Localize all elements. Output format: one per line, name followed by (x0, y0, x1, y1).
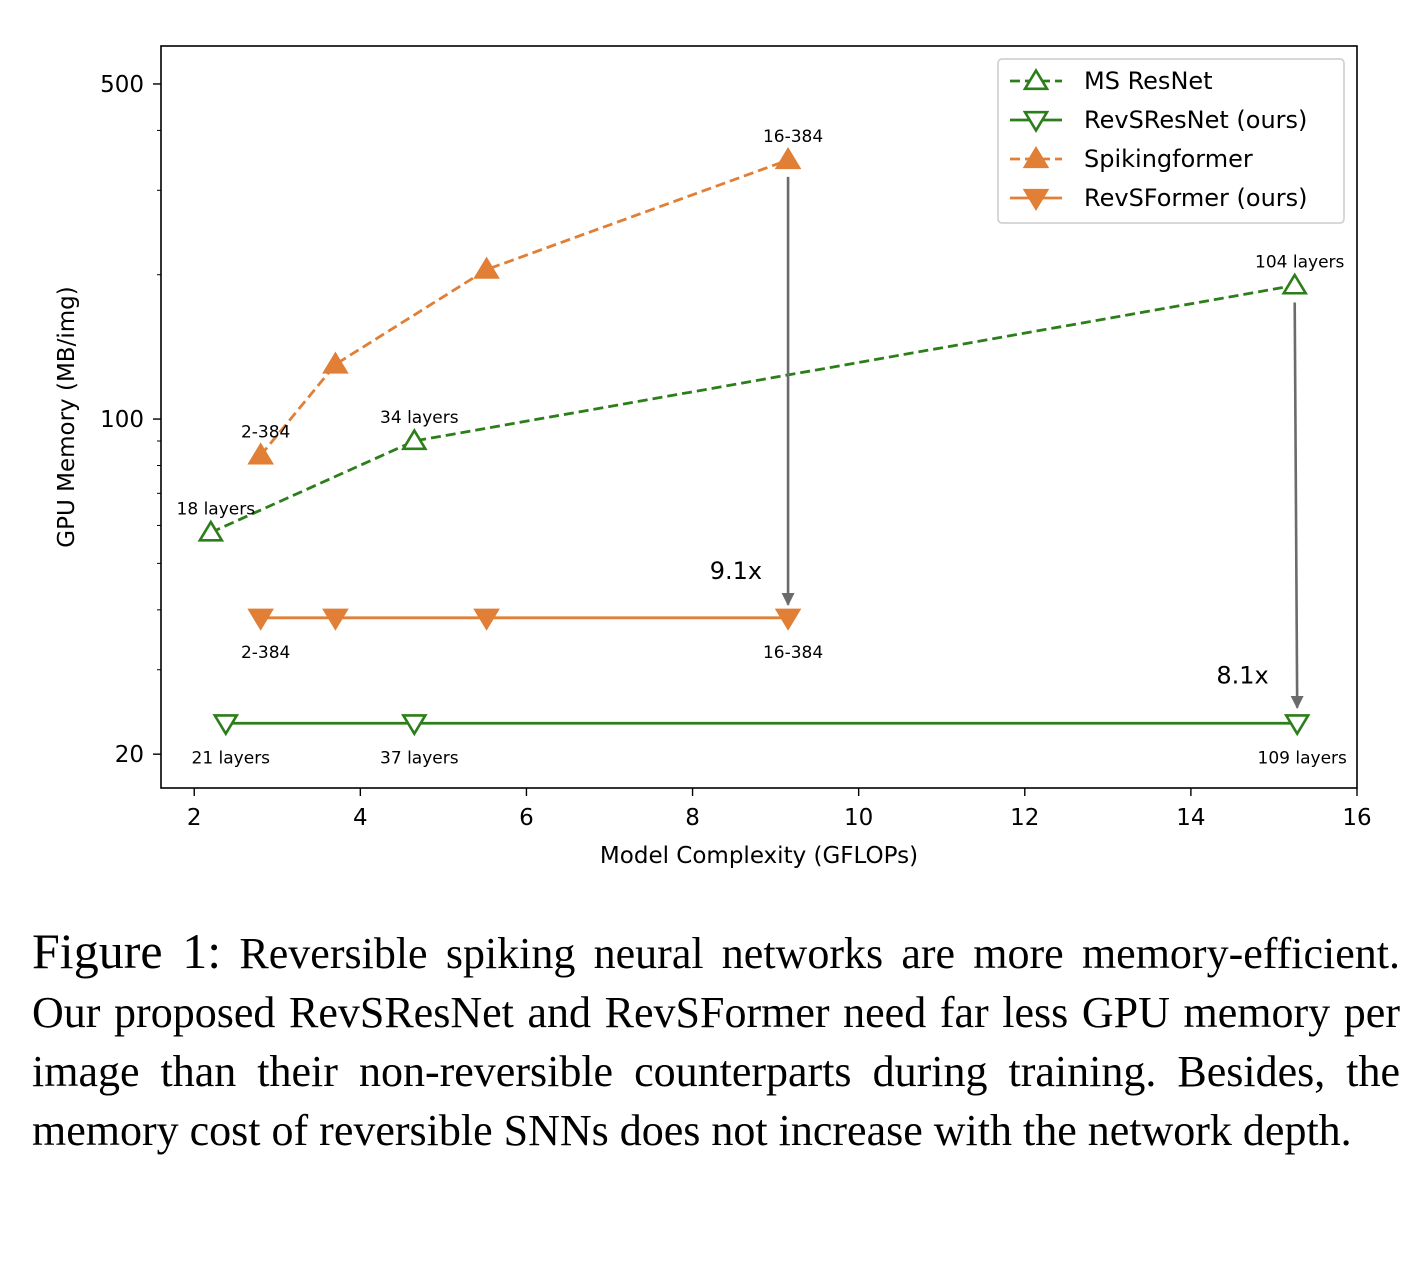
legend-item: MS ResNet (1010, 67, 1213, 95)
x-axis-label: Model Complexity (GFLOPs) (600, 843, 918, 869)
x-tick-label: 6 (519, 805, 534, 831)
series-line (210, 284, 1295, 534)
data-point (247, 608, 274, 631)
series-1 (212, 714, 1311, 737)
data-point (247, 442, 274, 465)
series-0 (197, 272, 1309, 542)
caption-text: Reversible spiking neural networks are m… (32, 929, 1400, 1155)
data-point (401, 714, 428, 737)
point-annotation: 16-384 (763, 643, 823, 663)
series-line (259, 158, 789, 457)
y-tick-label: 20 (115, 742, 144, 768)
data-point (1283, 714, 1311, 737)
point-annotation: 16-384 (763, 127, 823, 147)
point-annotation: 109 layers (1258, 748, 1348, 768)
legend-item: Spikingformer (1010, 145, 1253, 173)
legend-item: RevSFormer (ours) (1010, 184, 1308, 212)
x-tick-label: 4 (353, 805, 368, 831)
point-annotation: 21 layers (192, 748, 271, 768)
series-2 (247, 147, 802, 465)
data-point (401, 428, 428, 451)
x-tick-label: 2 (187, 805, 202, 831)
point-annotation: 2-384 (241, 422, 290, 442)
legend-marker (1022, 188, 1050, 211)
legend-item: RevSResNet (ours) (1010, 106, 1307, 134)
legend: MS ResNet RevSResNet (ours) Spikingformer R… (997, 58, 1345, 224)
data-point (197, 519, 225, 542)
legend-marker (1022, 110, 1050, 133)
reduction-arrow (1290, 302, 1304, 710)
data-point (774, 147, 802, 170)
point-annotation: 104 layers (1255, 252, 1345, 272)
point-annotation: 18 layers (177, 499, 256, 519)
x-tick-label: 14 (1176, 805, 1205, 831)
data-point (473, 256, 500, 279)
x-tick-label: 16 (1342, 805, 1371, 831)
x-tick-label: 10 (844, 805, 873, 831)
x-tick-label: 12 (1010, 805, 1039, 831)
reduction-label: 8.1x (1216, 661, 1268, 689)
data-point (1281, 272, 1309, 295)
reduction-label: 9.1x (710, 557, 762, 585)
legend-marker (1022, 68, 1050, 91)
legend-marker (1022, 146, 1050, 169)
chart: 9.1x 8.1x 18 layers 34 layers 104 layers 21 l… (54, 45, 1372, 869)
data-point (322, 608, 349, 631)
point-annotation: 2-384 (241, 643, 290, 663)
data-point (774, 608, 802, 631)
series-3 (247, 608, 802, 631)
caption-label: Figure 1: (32, 923, 222, 979)
legend-label: RevSResNet (ours) (1084, 106, 1307, 134)
data-point (473, 608, 500, 631)
y-tick-label: 100 (100, 407, 144, 433)
plot-content: 9.1x 8.1x 18 layers 34 layers 104 layers 21 l… (177, 127, 1347, 768)
point-annotation: 34 layers (380, 408, 459, 428)
legend-frame (997, 58, 1345, 224)
plot-frame (160, 45, 1358, 789)
point-annotation: 37 layers (380, 748, 459, 768)
x-tick-label: 8 (685, 805, 700, 831)
legend-label: RevSFormer (ours) (1084, 184, 1308, 212)
axes: 2 4 6 8 10 12 14 16 20 100 500 (100, 72, 1372, 831)
data-point (322, 351, 349, 374)
data-point (212, 714, 240, 737)
legend-label: Spikingformer (1084, 145, 1253, 173)
y-tick-label: 500 (100, 72, 144, 98)
legend-label: MS ResNet (1084, 67, 1213, 95)
figure-caption: Figure 1: Reversible spiking neural netw… (32, 922, 1400, 1160)
y-axis-label: GPU Memory (MB/img) (54, 286, 80, 547)
